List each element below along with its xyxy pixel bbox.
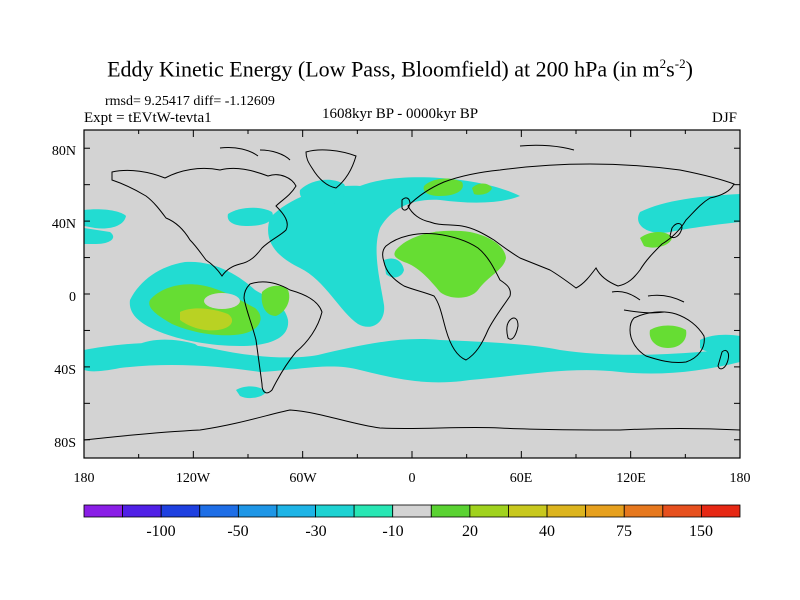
colorbar-swatch bbox=[392, 504, 432, 518]
colorbar-label-7: 75 bbox=[616, 523, 632, 540]
x-axis-labels: 180 120W 60W 0 60E 120E 180 bbox=[74, 471, 751, 486]
coastlines bbox=[84, 144, 740, 441]
coast-madagascar bbox=[506, 317, 519, 340]
contour-andes bbox=[261, 285, 290, 316]
contour-south-atlantic bbox=[236, 386, 266, 399]
colorbar-swatch bbox=[662, 504, 702, 518]
period-label: 1608kyr BP - 0000kyr BP bbox=[322, 106, 479, 122]
x-tick-label-120e: 120E bbox=[616, 471, 646, 486]
x-tick-label-120w: 120W bbox=[176, 471, 211, 486]
contour-south-pacific-core bbox=[180, 308, 233, 331]
coast-greenland bbox=[305, 149, 357, 189]
chart-title: Eddy Kinetic Energy (Low Pass, Bloomfiel… bbox=[0, 56, 800, 82]
title-main: Eddy Kinetic Energy (Low Pass, Bloomfiel… bbox=[107, 56, 660, 82]
coast-north-america bbox=[111, 167, 297, 277]
season-label: DJF bbox=[712, 110, 738, 126]
colorbar-swatch bbox=[469, 504, 509, 518]
colorbar-swatch bbox=[430, 504, 471, 518]
x-tick-label-60e: 60E bbox=[510, 471, 533, 486]
contour-scandinavia bbox=[423, 178, 463, 196]
contour-east-asia bbox=[638, 194, 740, 233]
contour-fills bbox=[84, 177, 740, 399]
experiment-label: Expt = tEVtW-tevta1 bbox=[84, 110, 212, 126]
y-axis-labels: 80N 40N 0 40S 80S bbox=[52, 144, 76, 451]
x-tick-label-180w: 180 bbox=[74, 471, 95, 486]
colorbar-swatch bbox=[199, 504, 239, 518]
coast-eurasia bbox=[407, 163, 735, 289]
contour-barents bbox=[472, 183, 492, 195]
colorbar-swatch bbox=[160, 504, 201, 518]
coast-south-america bbox=[243, 281, 323, 394]
y-tick-label-40n: 40N bbox=[52, 217, 76, 232]
y-tick-label-0: 0 bbox=[69, 290, 76, 305]
y-tick-label-40s: 40S bbox=[54, 363, 76, 378]
colorbar-swatch bbox=[276, 504, 316, 518]
contour-north-pacific-dateline bbox=[84, 228, 114, 244]
coast-africa bbox=[382, 233, 511, 361]
contour-north-atlantic bbox=[268, 177, 520, 327]
coast-antarctica bbox=[84, 409, 740, 441]
contour-southern-band bbox=[84, 339, 740, 383]
colorbar-swatch bbox=[315, 504, 355, 518]
title-mid: s bbox=[666, 56, 675, 82]
contour-north-pacific-west bbox=[227, 207, 273, 226]
title-close: ) bbox=[685, 56, 693, 82]
title-exp1: 2 bbox=[659, 56, 667, 71]
y-tick-label-80n: 80N bbox=[52, 144, 76, 159]
colorbar-labels: -100 -50 -30 -10 20 40 75 150 bbox=[146, 523, 713, 540]
colorbar-swatch bbox=[585, 504, 625, 518]
colorbar-label-4: -10 bbox=[382, 523, 403, 540]
contour-kuroshio bbox=[640, 232, 672, 248]
coast-japan bbox=[669, 223, 683, 239]
axis-ticks bbox=[83, 130, 741, 458]
contour-south-pacific-gap bbox=[204, 293, 240, 309]
x-tick-label-180e: 180 bbox=[730, 471, 751, 486]
contour-tasman bbox=[700, 334, 740, 354]
title-exp2: -2 bbox=[674, 56, 686, 71]
colorbar-label-5: 20 bbox=[462, 523, 478, 540]
y-tick-label-80s: 80S bbox=[54, 436, 76, 451]
colorbar-swatch bbox=[508, 504, 548, 518]
colorbar-swatch bbox=[83, 504, 123, 518]
colorbar-swatch bbox=[701, 504, 741, 518]
colorbar-label-2: -50 bbox=[227, 523, 248, 540]
colorbar-label-3: -30 bbox=[305, 523, 326, 540]
contour-australia bbox=[649, 325, 687, 348]
colorbar-swatch bbox=[122, 504, 162, 518]
contour-north-pacific-east bbox=[84, 209, 126, 229]
colorbar-swatch bbox=[237, 504, 278, 518]
colorbar-swatch bbox=[546, 504, 587, 518]
colorbar-swatch bbox=[353, 504, 394, 518]
colorbar-label-6: 40 bbox=[539, 523, 555, 540]
coast-british-isles bbox=[401, 197, 411, 211]
colorbar bbox=[83, 504, 741, 518]
x-tick-label-0: 0 bbox=[409, 471, 416, 486]
colorbar-label-1: -100 bbox=[146, 523, 175, 540]
coast-australia bbox=[629, 311, 705, 363]
coast-new-zealand bbox=[717, 349, 729, 370]
colorbar-label-8: 150 bbox=[689, 523, 713, 540]
colorbar-swatch bbox=[623, 504, 664, 518]
contour-arctic-atlantic bbox=[299, 179, 346, 206]
x-tick-label-60w: 60W bbox=[289, 471, 317, 486]
coast-arctic-islands bbox=[219, 144, 575, 161]
stats-text: rmsd= 9.25417 diff= -1.12609 bbox=[105, 94, 275, 109]
contour-sw-pacific bbox=[138, 339, 202, 365]
